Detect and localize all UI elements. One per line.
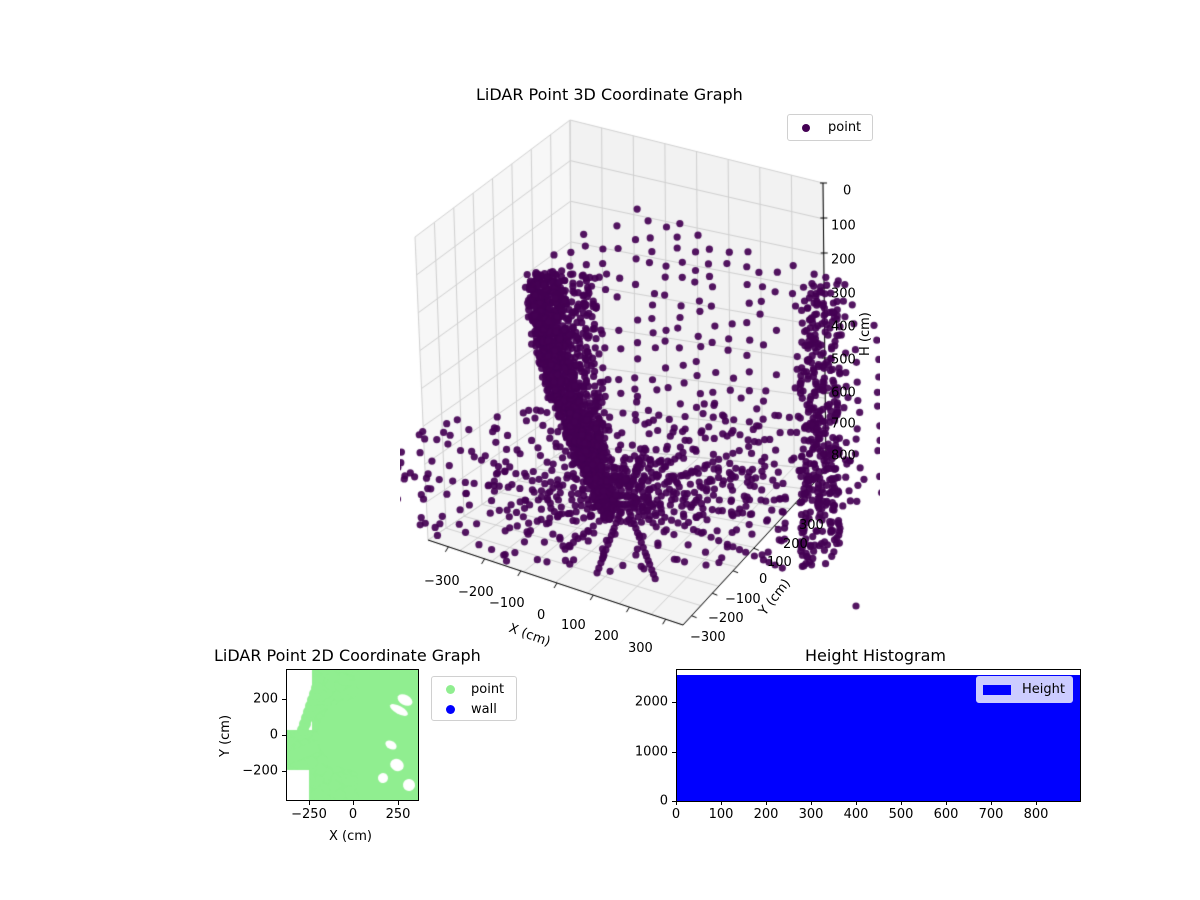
tick-label: 0: [348, 807, 358, 822]
chart-2d-title: LiDAR Point 2D Coordinate Graph: [214, 646, 481, 665]
tick-label: −300: [424, 574, 460, 589]
tick-label: −100: [725, 592, 761, 607]
tick-mark: [856, 801, 857, 805]
tick-mark: [282, 771, 286, 772]
tick-label: 300: [831, 286, 856, 302]
legend-marker-height: [983, 684, 1011, 695]
tick-mark: [811, 801, 812, 805]
tick-label: 200: [594, 629, 619, 644]
tick-label: 0: [537, 608, 546, 623]
legend-label-point: point: [828, 120, 862, 135]
histogram-plot-area: Height: [676, 669, 1081, 802]
tick-mark: [282, 699, 286, 700]
legend-marker-wall: [446, 704, 455, 714]
chart-2d-y-axis-label: Y (cm): [218, 714, 233, 757]
tick-mark: [672, 752, 676, 753]
tick-label: 700: [978, 807, 1004, 822]
legend-label-height: Height: [1022, 682, 1065, 697]
tick-label: 0: [269, 727, 278, 743]
tick-mark: [946, 801, 947, 805]
legend-label-wall: wall: [471, 701, 497, 717]
tick-mark: [398, 801, 399, 805]
tick-label: 100: [561, 618, 586, 633]
tick-label: 400: [831, 319, 856, 335]
tick-mark: [901, 801, 902, 805]
tick-label: 600: [831, 385, 856, 401]
tick-mark: [991, 801, 992, 805]
tick-label: 100: [767, 555, 792, 570]
chart-2d-plot-area: [286, 669, 419, 801]
tick-label: 700: [831, 416, 856, 432]
legend-marker-point: [446, 684, 455, 694]
tick-label: 500: [831, 352, 856, 368]
tick-label: 200: [753, 807, 779, 822]
tick-label: −250: [291, 807, 327, 822]
tick-label: 2000: [634, 694, 668, 710]
tick-label: 0: [671, 807, 681, 822]
tick-label: 200: [831, 252, 856, 268]
chart-3d-plot-area: [400, 100, 880, 660]
tick-mark: [676, 801, 677, 805]
chart-3d-legend: point: [787, 114, 873, 141]
tick-mark: [1036, 801, 1037, 805]
tick-mark: [672, 702, 676, 703]
tick-mark: [282, 735, 286, 736]
tick-label: 100: [708, 807, 734, 822]
tick-label: 250: [385, 807, 411, 822]
tick-mark: [309, 801, 310, 805]
tick-label: 800: [1023, 807, 1049, 822]
tick-mark: [353, 801, 354, 805]
legend-label-point: point: [471, 681, 505, 697]
histogram-legend: Height: [976, 676, 1073, 703]
tick-label: 0: [843, 183, 852, 199]
tick-label: −200: [458, 585, 494, 600]
tick-label: 200: [783, 537, 808, 552]
tick-label: 0: [659, 793, 668, 809]
legend-marker-point: [802, 123, 810, 132]
tick-mark: [672, 801, 676, 802]
tick-label: −100: [489, 596, 525, 611]
tick-label: 400: [843, 807, 869, 822]
tick-label: 0: [759, 572, 768, 587]
chart-3d-title: LiDAR Point 3D Coordinate Graph: [476, 85, 743, 104]
tick-label: 500: [888, 807, 914, 822]
tick-label: 800: [831, 448, 856, 464]
tick-mark: [721, 801, 722, 805]
tick-label: 1000: [634, 744, 668, 760]
tick-label: −200: [242, 763, 278, 779]
histogram-title: Height Histogram: [805, 646, 946, 665]
tick-label: 200: [253, 691, 278, 707]
tick-mark: [766, 801, 767, 805]
tick-label: −200: [708, 611, 744, 626]
tick-label: 300: [799, 518, 824, 533]
tick-label: 300: [628, 641, 653, 656]
chart-3d-z-axis-label: H (cm): [858, 312, 873, 356]
tick-label: 100: [831, 218, 856, 234]
chart-2d-x-axis-label: X (cm): [329, 829, 372, 844]
tick-label: −300: [690, 630, 726, 645]
tick-label: 300: [798, 807, 824, 822]
chart-2d-legend: point wall: [431, 676, 517, 721]
tick-label: 600: [933, 807, 959, 822]
